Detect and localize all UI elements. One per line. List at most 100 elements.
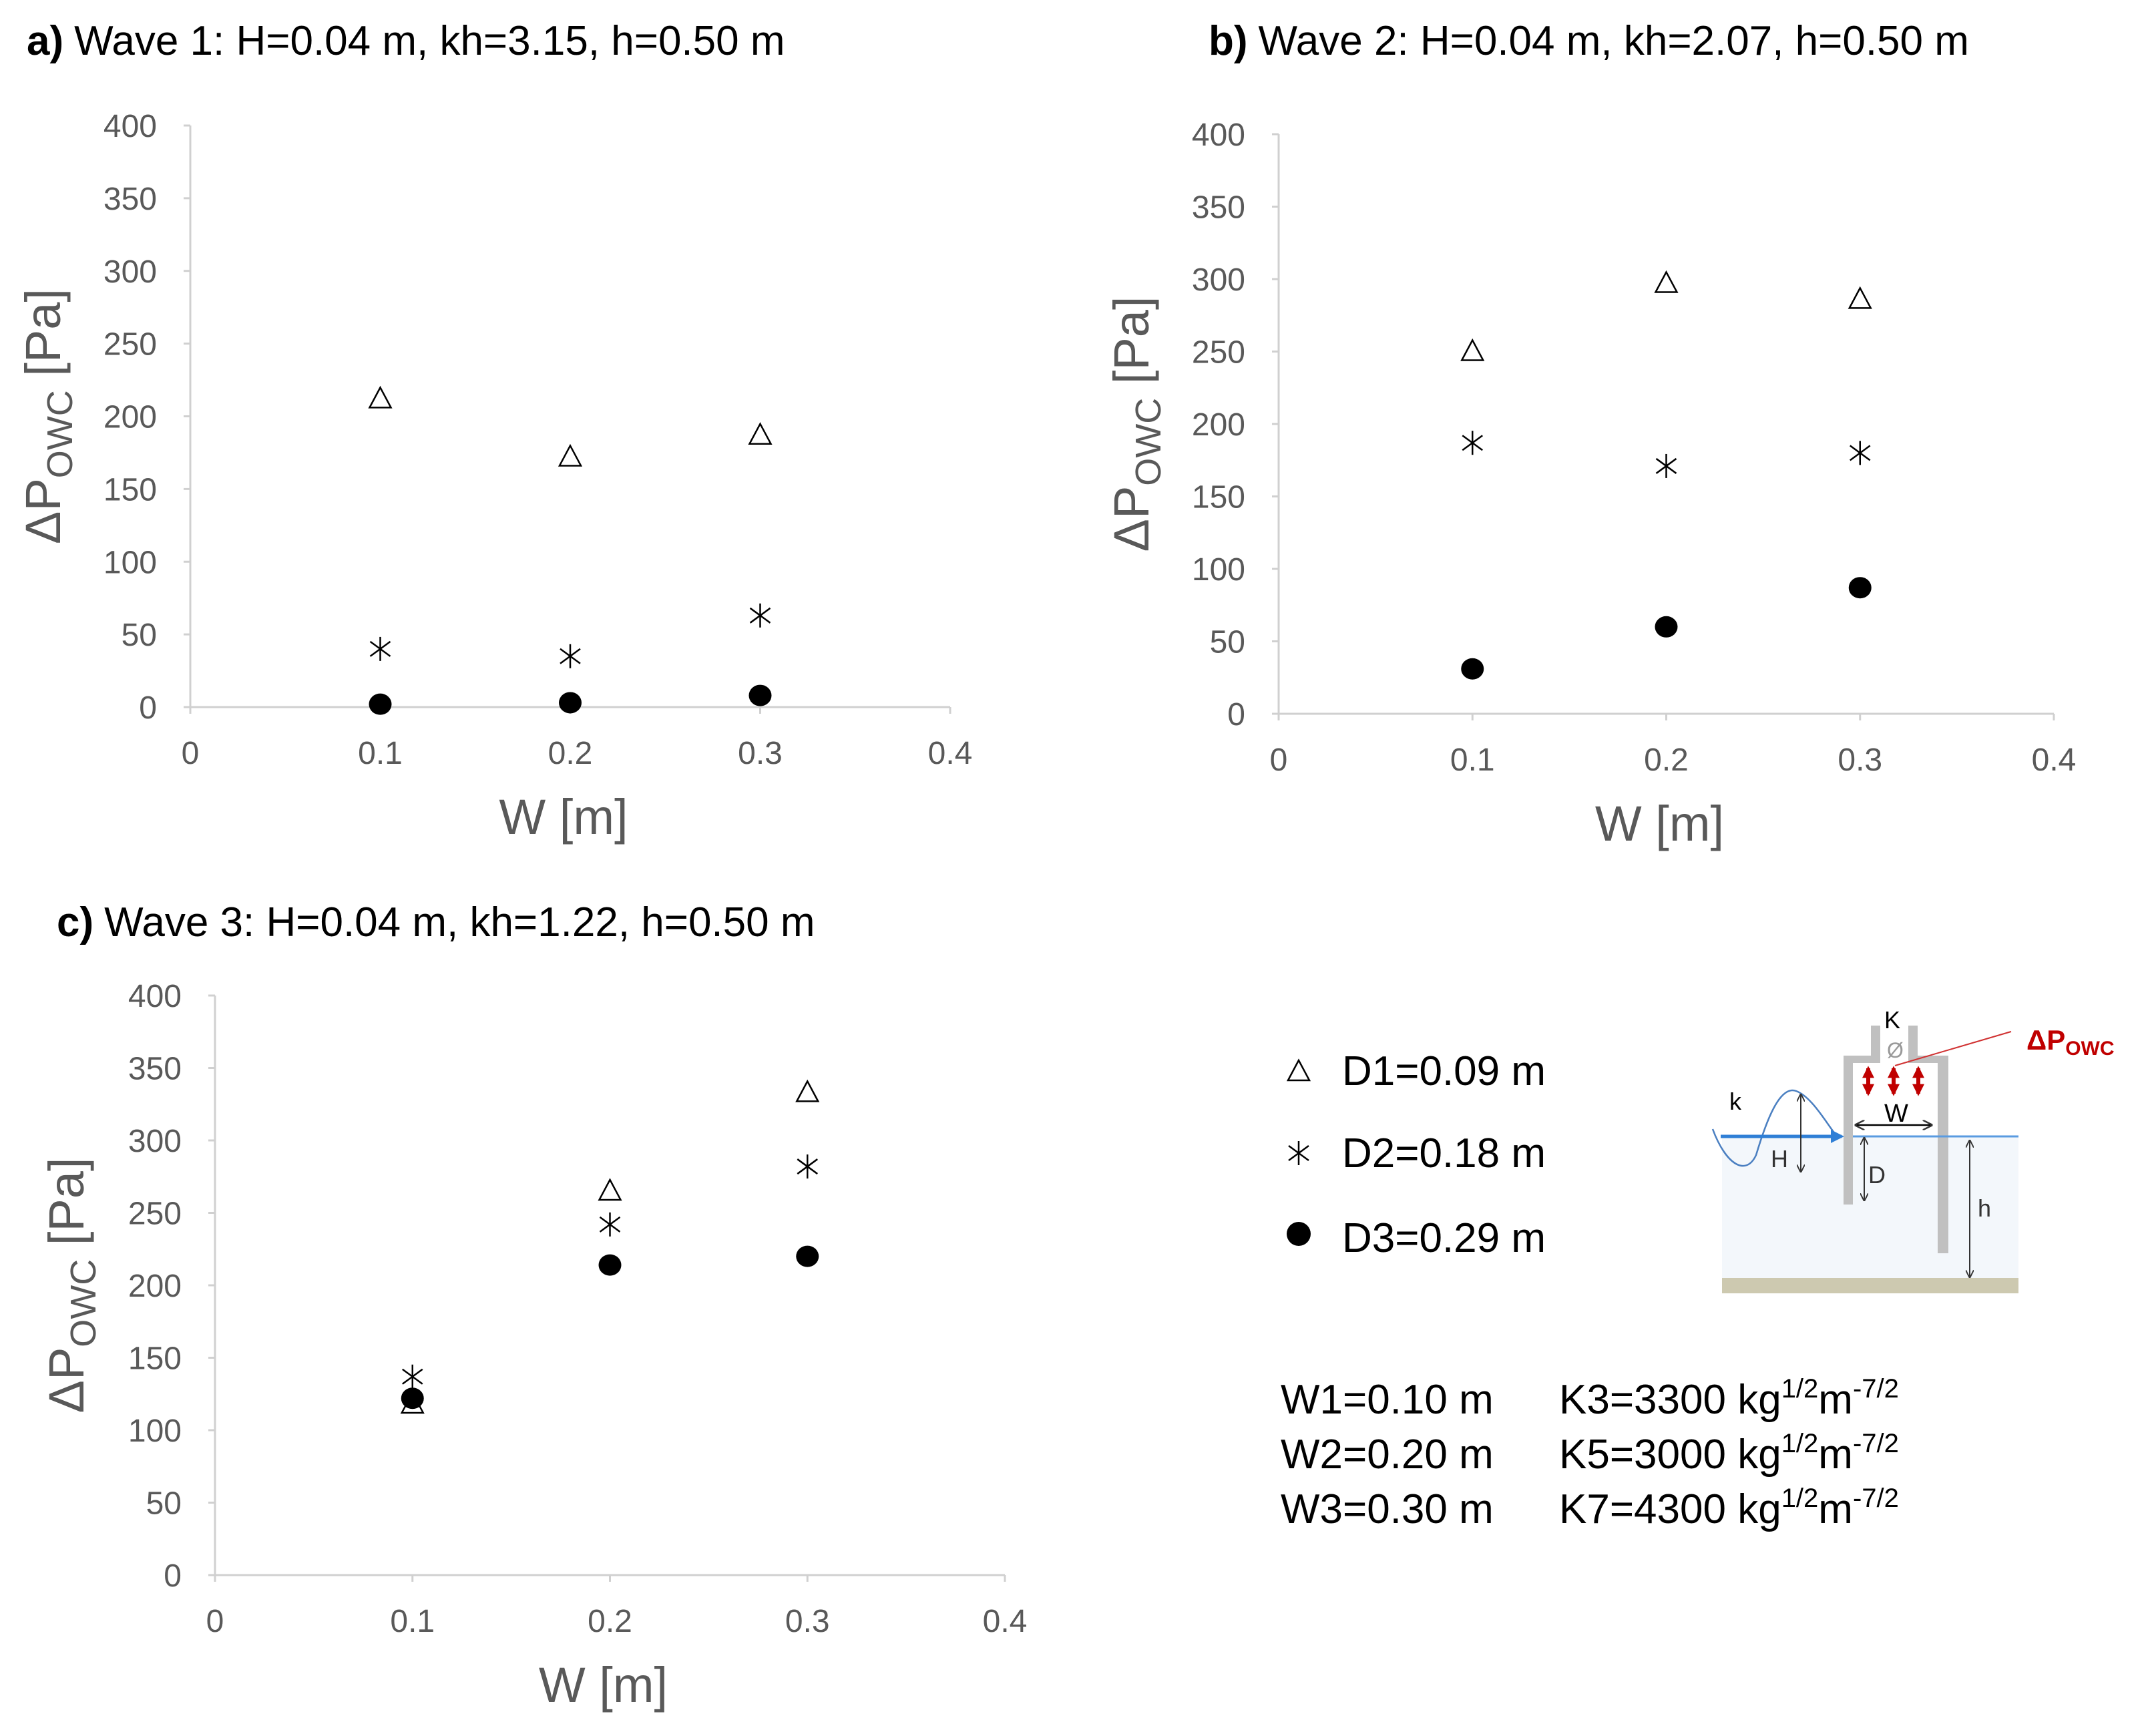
asterisk-stroke: [749, 607, 771, 624]
parameter-row: W3=0.30 m K7=4300 kg1/2m-7/2: [1281, 1484, 1899, 1532]
owc-diagram: K Ø ΔPOWC k W H D h: [1711, 1006, 2115, 1293]
asterisk-stroke: [560, 648, 581, 664]
x-tick-label: 0: [1270, 742, 1288, 778]
charts: a) Wave 1: H=0.04 m, kh=3.15, h=0.50 m 0 50…: [15, 18, 2076, 1713]
x-tick-label: 0: [182, 736, 200, 771]
x-tick-label: 0.3: [738, 736, 783, 771]
x-tick-label: 0.2: [548, 736, 593, 771]
y-axis-title: ΔPOWC [Pa]: [1104, 296, 1168, 552]
y-title-main: ΔP: [39, 1347, 94, 1414]
y-tick-label: 400: [1192, 118, 1245, 153]
y-tick-label: 100: [1192, 552, 1245, 588]
data-point-d3: [1655, 616, 1678, 638]
y-tick-label: 50: [1210, 625, 1245, 660]
data-point-d2: [1850, 441, 1871, 465]
y-tick-label: 0: [164, 1558, 182, 1594]
y-title-sub: OWC: [63, 1259, 103, 1347]
legend-label-d3: D3=0.29 m: [1342, 1215, 1546, 1261]
x-tick-label: 0.2: [588, 1604, 632, 1639]
label-k: k: [1729, 1088, 1742, 1115]
y-tick-label: 250: [1192, 335, 1245, 371]
x-tick-label: 0: [206, 1604, 224, 1639]
seabed: [1722, 1278, 2018, 1293]
asterisk-stroke: [1655, 457, 1677, 474]
y-tick-label: 250: [128, 1197, 182, 1232]
param-w: W1=0.10 m: [1281, 1377, 1494, 1423]
y-tick-label: 100: [103, 545, 157, 580]
pressure-arrows: [1862, 1066, 1924, 1096]
asterisk-stroke: [1850, 445, 1871, 461]
data-point-d2: [1462, 431, 1483, 455]
chart-title: c) Wave 3: H=0.04 m, kh=1.22, h=0.50 m: [57, 899, 815, 945]
y-tick-label: 50: [122, 618, 157, 653]
legend-label-d1: D1=0.09 m: [1342, 1048, 1546, 1094]
y-tick-label: 0: [1227, 697, 1245, 732]
asterisk-stroke: [1462, 435, 1483, 451]
y-title-unit: [Pa]: [15, 288, 71, 390]
data-point-d3: [559, 692, 582, 714]
panel-label: c): [57, 899, 93, 945]
x-axis-title: W [m]: [1595, 796, 1724, 851]
y-tick-label: 300: [128, 1124, 182, 1159]
asterisk-stroke: [797, 1158, 818, 1175]
chart-title: a) Wave 1: H=0.04 m, kh=3.15, h=0.50 m: [27, 18, 785, 64]
y-tick-label: 200: [1192, 407, 1245, 443]
owc-chamber: [1844, 1026, 1948, 1253]
data-point-d3: [1848, 577, 1872, 599]
x-tick-label: 0.4: [928, 736, 973, 771]
x-axis-title: W [m]: [499, 789, 628, 845]
y-title-unit: [Pa]: [1104, 296, 1159, 398]
valve-symbol: Ø: [1887, 1038, 1904, 1062]
x-tick-label: 0.3: [785, 1604, 830, 1639]
y-tick-label: 0: [139, 690, 157, 726]
chart-panel-a: a) Wave 1: H=0.04 m, kh=3.15, h=0.50 m 0 50…: [15, 18, 972, 845]
label-h: h: [1978, 1195, 1991, 1222]
data-point-d1: [748, 422, 773, 445]
data-point-d2: [599, 1212, 621, 1237]
legend-marker-d1: [1286, 1058, 1311, 1082]
label-D: D: [1868, 1161, 1886, 1188]
title-text: Wave 2: H=0.04 m, kh=2.07, h=0.50 m: [1259, 18, 1969, 64]
y-tick-label: 300: [1192, 262, 1245, 298]
data-point-d1: [598, 1178, 622, 1201]
data-point-d1: [1654, 270, 1679, 293]
y-tick-label: 300: [103, 254, 157, 290]
data-point-d1: [1460, 338, 1485, 361]
param-w: W2=0.20 m: [1281, 1432, 1494, 1478]
param-k-text: K7=4300 kg1/2m-7/2: [1559, 1484, 1899, 1532]
chart-panel-c: c) Wave 3: H=0.04 m, kh=1.22, h=0.50 m 0 50…: [39, 899, 1027, 1713]
parameter-row: W1=0.10 m K3=3300 kg1/2m-7/2: [1281, 1374, 1899, 1423]
data-point-d3: [369, 693, 392, 715]
data-point-d3: [598, 1254, 622, 1276]
x-tick-label: 0.2: [1644, 742, 1689, 778]
legend-marker-d3: [1287, 1222, 1311, 1246]
y-tick-label: 350: [128, 1052, 182, 1087]
y-axis-title: ΔPOWC [Pa]: [39, 1158, 103, 1414]
label-K: K: [1884, 1006, 1900, 1034]
data-point-d2: [797, 1154, 818, 1179]
title-text: Wave 3: H=0.04 m, kh=1.22, h=0.50 m: [104, 899, 815, 945]
chart-title: b) Wave 2: H=0.04 m, kh=2.07, h=0.50 m: [1209, 18, 1969, 64]
data-point-d2: [1655, 453, 1677, 478]
label-W: W: [1884, 1100, 1908, 1128]
data-point-d2: [402, 1364, 423, 1389]
label-H: H: [1771, 1145, 1788, 1172]
asterisk-stroke: [369, 640, 391, 657]
data-point-d3: [1461, 658, 1484, 680]
title-text: Wave 1: H=0.04 m, kh=3.15, h=0.50 m: [74, 18, 785, 64]
panel-label: b): [1209, 18, 1248, 64]
x-tick-label: 0.3: [1838, 742, 1882, 778]
x-tick-label: 0.1: [358, 736, 403, 771]
data-point-d3: [748, 684, 772, 706]
chart-panel-b: b) Wave 2: H=0.04 m, kh=2.07, h=0.50 m 0 50…: [1104, 18, 2076, 851]
label-dp-owc: ΔPOWC: [2026, 1024, 2115, 1060]
legend-marker-d2: [1288, 1141, 1309, 1165]
legend-label-d2: D2=0.18 m: [1342, 1130, 1546, 1176]
y-tick-label: 150: [128, 1341, 182, 1377]
y-tick-label: 200: [103, 400, 157, 435]
y-axis-title: ΔPOWC [Pa]: [15, 288, 80, 544]
data-point-d3: [796, 1245, 819, 1267]
asterisk-stroke: [599, 1216, 621, 1233]
x-tick-label: 0.1: [1450, 742, 1495, 778]
